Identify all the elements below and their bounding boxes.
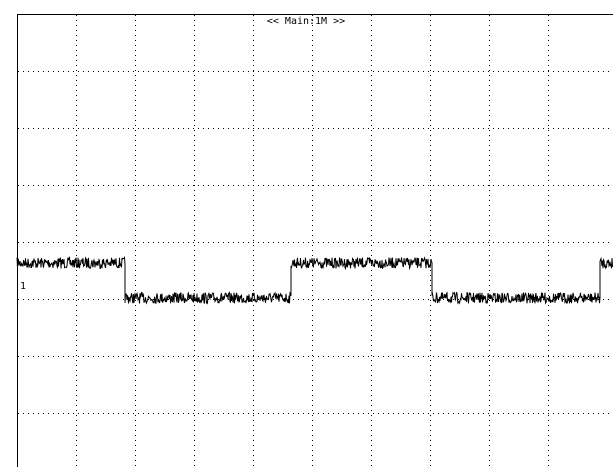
- graticule: [18, 15, 613, 467]
- waveform-trace: [16, 255, 613, 305]
- timebase-label: << Main:1M >>: [267, 16, 345, 27]
- channel-marker: 1: [20, 281, 26, 292]
